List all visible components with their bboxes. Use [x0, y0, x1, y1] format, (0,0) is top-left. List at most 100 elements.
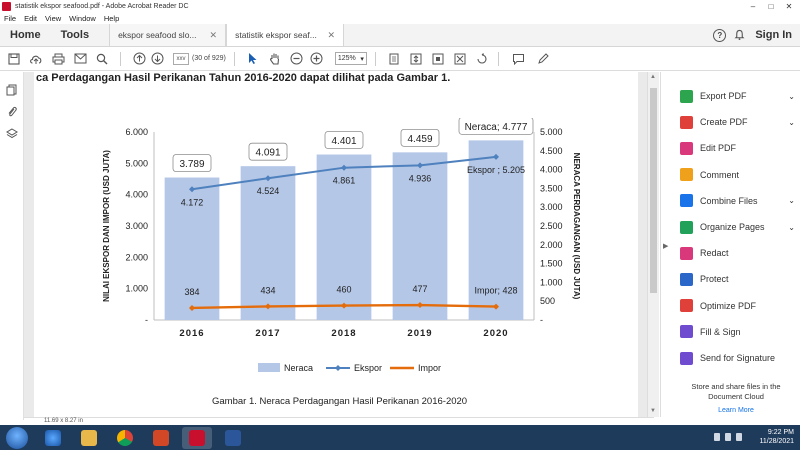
- zoom-in-icon[interactable]: [309, 51, 325, 67]
- tool-label: Edit PDF: [700, 143, 737, 154]
- scrollbar-thumb[interactable]: [650, 88, 657, 293]
- notification-bell-icon[interactable]: [734, 29, 745, 41]
- menu-file[interactable]: File: [4, 13, 17, 23]
- maximize-button[interactable]: □: [768, 1, 774, 11]
- close-tab-icon[interactable]: ✕: [209, 29, 218, 40]
- close-tab-icon[interactable]: ✕: [327, 29, 336, 40]
- scroll-down-icon[interactable]: ▼: [650, 408, 656, 414]
- tool-label: Export PDF: [700, 91, 747, 101]
- tray-up-arrow-icon[interactable]: [714, 433, 720, 441]
- sign-in-button[interactable]: Sign In: [755, 29, 792, 41]
- fit-page-icon[interactable]: [386, 51, 402, 67]
- tool-fill-sign[interactable]: Fill & Sign: [680, 324, 795, 340]
- select-cursor-icon[interactable]: [245, 51, 261, 67]
- scroll-up-icon[interactable]: ▲: [650, 74, 656, 80]
- start-button[interactable]: [6, 426, 28, 449]
- tab-tools[interactable]: Tools: [60, 29, 90, 41]
- document-tab-2[interactable]: statistik ekspor seaf... ✕: [226, 24, 345, 46]
- search-icon[interactable]: [94, 51, 110, 67]
- neraca-bar: [164, 177, 220, 320]
- tool-combine-files[interactable]: Combine Files ⌄: [680, 193, 795, 209]
- minimize-button[interactable]: –: [750, 1, 756, 11]
- full-screen-icon[interactable]: [430, 51, 446, 67]
- page-thumbnails-icon[interactable]: [6, 84, 18, 96]
- tool-protect[interactable]: Protect: [680, 271, 795, 287]
- tool-create-pdf[interactable]: Create PDF ⌄: [680, 114, 795, 130]
- neraca-bar: [316, 154, 372, 320]
- zoom-out-icon[interactable]: [289, 51, 305, 67]
- comment-icon: [680, 168, 693, 182]
- explorer-taskbar-icon[interactable]: [74, 427, 104, 449]
- help-icon[interactable]: ?: [713, 28, 727, 42]
- acrobat-taskbar-icon[interactable]: [182, 426, 212, 449]
- learn-more-link[interactable]: Learn More: [718, 407, 754, 414]
- neraca-data-label: 3.789: [179, 159, 204, 170]
- taskbar-clock[interactable]: 9:22 PM 11/28/2021: [759, 428, 794, 446]
- y-tick-label: 6.000: [125, 127, 148, 137]
- tool-label: Fill & Sign: [700, 326, 741, 337]
- tool-edit-pdf[interactable]: Edit PDF: [680, 140, 795, 156]
- ekspor-data-label: 4.936: [409, 173, 432, 183]
- y2-tick-label: 2.500: [540, 221, 563, 231]
- tool-redact[interactable]: Redact: [680, 245, 795, 261]
- document-tab-2-label: statistik ekspor seaf...: [235, 30, 317, 40]
- ekspor-point: [265, 175, 271, 182]
- read-mode-icon[interactable]: [452, 51, 468, 67]
- attachment-paperclip-icon[interactable]: [6, 106, 18, 118]
- right-panel-collapse[interactable]: ▶: [660, 72, 670, 417]
- rotate-icon[interactable]: [474, 51, 490, 67]
- scroll-mode-icon[interactable]: [408, 51, 424, 67]
- neraca-data-label: 4.459: [407, 134, 432, 145]
- menu-window[interactable]: Window: [69, 13, 96, 23]
- upload-cloud-icon[interactable]: [28, 51, 44, 67]
- y2-tick-label: 500: [540, 296, 555, 306]
- comment-tool-icon[interactable]: [511, 51, 527, 67]
- menu-bar: File Edit View Window Help: [0, 12, 800, 24]
- y2-tick-label: 1.500: [540, 259, 563, 269]
- chevron-right-icon[interactable]: ▶: [663, 243, 669, 250]
- hand-tool-icon[interactable]: [267, 51, 283, 67]
- chevron-down-icon[interactable]: ⌄: [788, 222, 795, 232]
- menu-help[interactable]: Help: [103, 13, 120, 23]
- page-number-input[interactable]: xxv: [173, 52, 189, 65]
- layers-icon[interactable]: [6, 128, 18, 140]
- impor-data-label: 434: [260, 285, 275, 295]
- impor-data-label: 384: [184, 287, 199, 297]
- zoom-level-select[interactable]: 125% ▾: [334, 52, 367, 65]
- protect-icon: [680, 272, 693, 286]
- chevron-down-icon[interactable]: ⌄: [788, 196, 795, 206]
- close-button[interactable]: ✕: [785, 1, 793, 11]
- powerpoint-taskbar-icon[interactable]: [146, 427, 176, 449]
- tool-optimize-pdf[interactable]: Optimize PDF: [680, 298, 795, 314]
- next-page-icon[interactable]: [149, 51, 165, 67]
- tab-home[interactable]: Home: [10, 29, 41, 41]
- vertical-scrollbar[interactable]: ▲ ▼: [647, 72, 659, 417]
- neraca-label-box: [248, 142, 288, 161]
- menu-edit[interactable]: Edit: [24, 13, 38, 23]
- tool-export-pdf[interactable]: Export PDF ⌄: [680, 88, 795, 104]
- print-icon[interactable]: [50, 51, 66, 67]
- chrome-taskbar-icon[interactable]: [110, 427, 140, 449]
- email-icon[interactable]: [72, 51, 88, 67]
- chevron-down-icon[interactable]: ⌄: [788, 91, 795, 101]
- tool-send-for-signature[interactable]: Send for Signature: [680, 350, 795, 366]
- status-bar: 11.69 x 8.27 in: [24, 417, 654, 425]
- menu-view[interactable]: View: [45, 13, 62, 23]
- volume-icon[interactable]: [736, 433, 742, 441]
- ie-taskbar-icon[interactable]: [38, 427, 68, 449]
- tool-label: Create PDF: [700, 117, 748, 128]
- neraca-label-box: [458, 118, 534, 135]
- word-taskbar-icon[interactable]: [218, 427, 248, 449]
- save-icon[interactable]: [6, 51, 22, 67]
- network-icon[interactable]: [725, 433, 731, 441]
- tool-organize-pages[interactable]: Organize Pages ⌄: [680, 219, 795, 235]
- tool-comment[interactable]: Comment: [680, 167, 795, 183]
- highlight-pen-icon[interactable]: [535, 51, 551, 67]
- impor-data-label: 460: [336, 285, 351, 295]
- zoom-level-value: 125%: [337, 55, 356, 62]
- legend-impor-label: Impor: [418, 363, 441, 373]
- previous-page-icon[interactable]: [131, 51, 147, 67]
- document-tab-1[interactable]: ekspor seafood slo... ✕: [109, 24, 227, 46]
- organize-pages-icon: [680, 220, 693, 234]
- chevron-down-icon[interactable]: ⌄: [788, 117, 795, 127]
